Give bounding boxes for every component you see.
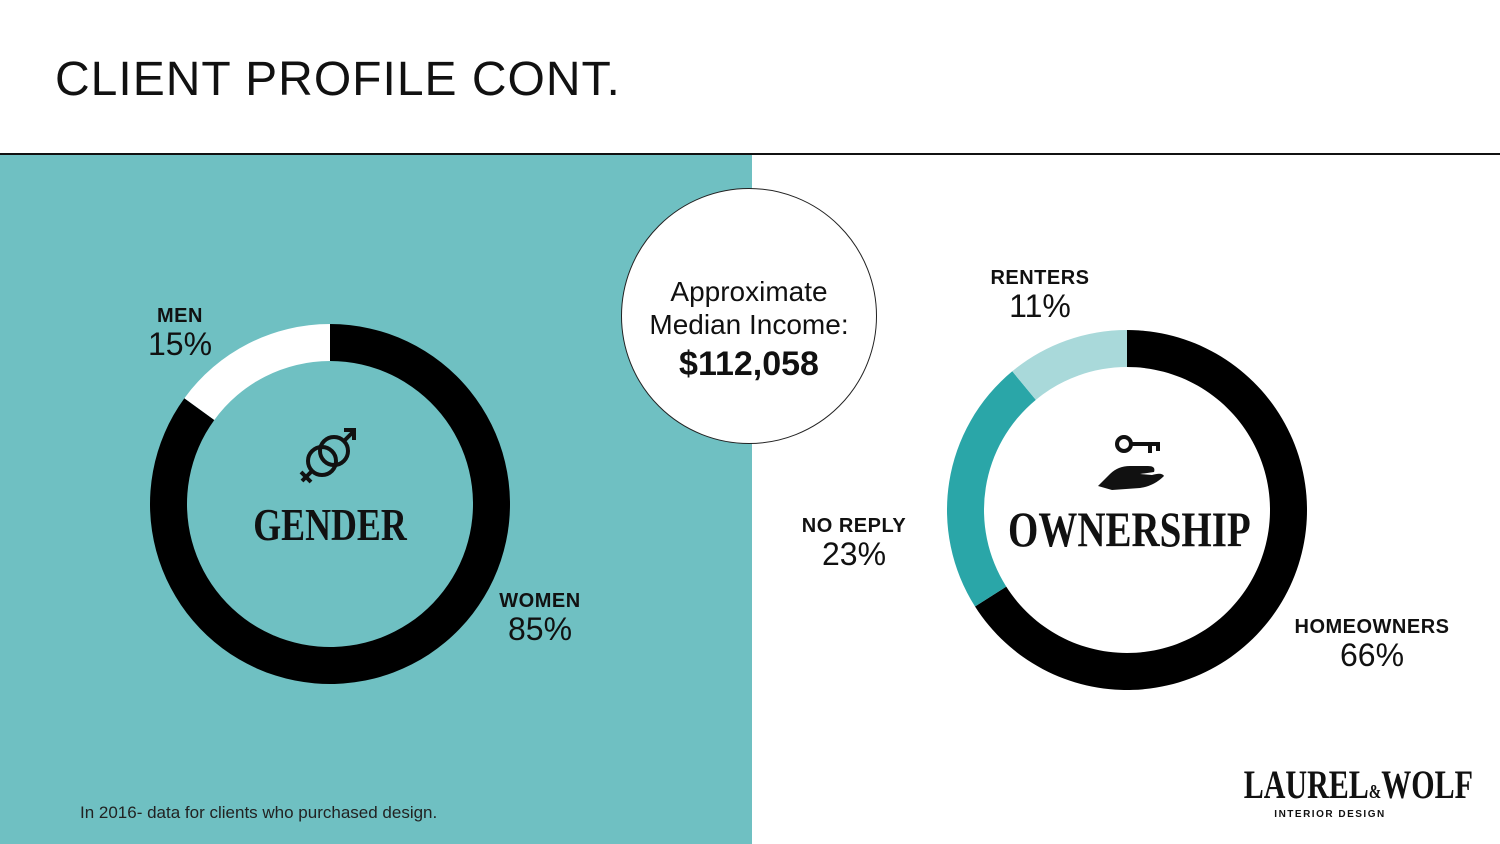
median-income-callout: Approximate Median Income: $112,058 xyxy=(621,188,877,444)
ownership-center-label: OWNERSHIP xyxy=(1008,501,1251,557)
slice-renters xyxy=(1012,330,1127,400)
gender-center-label: GENDER xyxy=(253,499,407,550)
income-value: $112,058 xyxy=(679,345,819,383)
brand-logo: LAUREL&WOLF INTERIOR DESIGN xyxy=(1243,762,1473,821)
slice-no-reply xyxy=(947,371,1036,607)
label-no-reply: NO REPLY 23% xyxy=(801,515,907,572)
header-divider xyxy=(0,153,1500,155)
label-homeowners: HOMEOWNERS 66% xyxy=(1294,616,1450,673)
label-men: MEN 15% xyxy=(147,305,213,362)
gender-symbols-icon xyxy=(296,424,360,493)
gender-panel-background xyxy=(0,155,752,844)
page-title: CLIENT PROFILE CONT. xyxy=(55,53,621,106)
label-women: WOMEN 85% xyxy=(499,590,581,647)
income-label: Approximate Median Income: xyxy=(649,276,849,340)
slice-men xyxy=(184,324,330,420)
footnote: In 2016- data for clients who purchased … xyxy=(80,803,438,822)
label-renters: RENTERS 11% xyxy=(990,267,1090,324)
ownership-donut-chart xyxy=(947,330,1307,690)
gender-donut-chart xyxy=(149,324,511,684)
key-in-hand-icon xyxy=(1094,430,1166,499)
